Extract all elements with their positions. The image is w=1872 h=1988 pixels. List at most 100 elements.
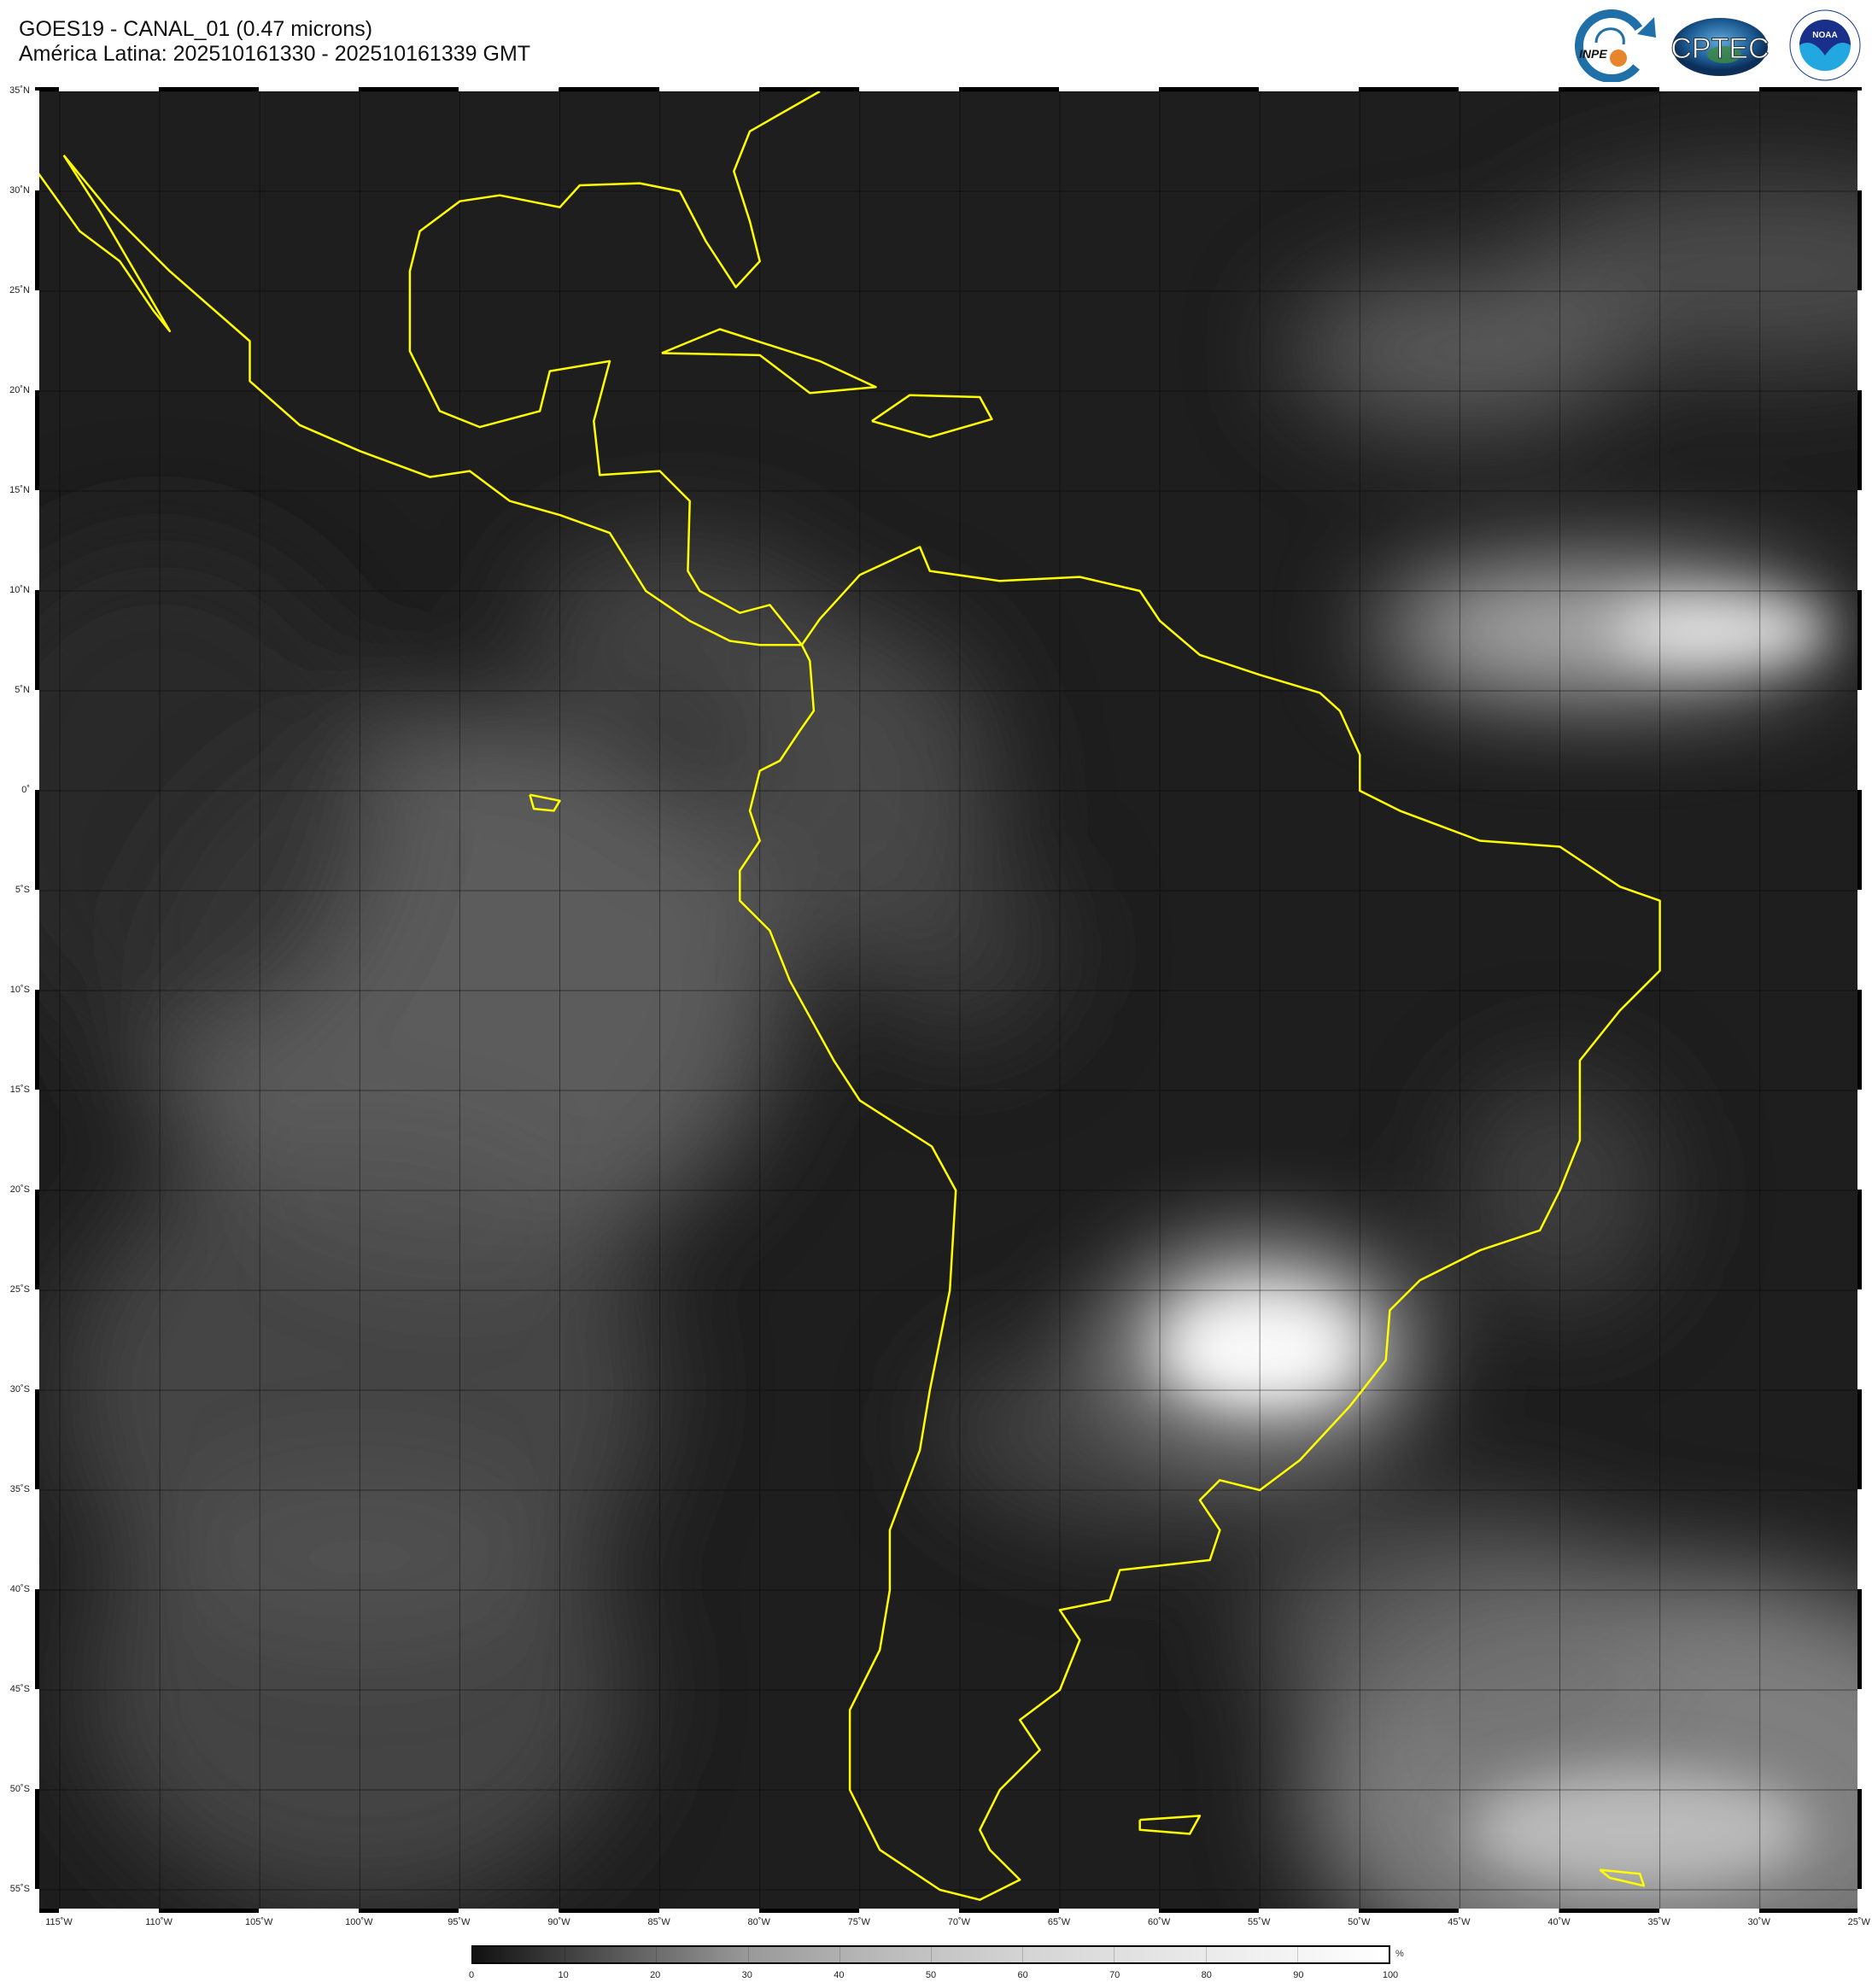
frame-tick-bar <box>1857 490 1862 590</box>
colorbar-label: 0 <box>468 1970 475 1980</box>
colorbar-tick <box>931 1947 932 1962</box>
frame-tick-bar <box>59 87 160 91</box>
frame-tick-bar <box>35 190 39 290</box>
south-georgia <box>1599 1868 1646 1887</box>
frame-tick-bar <box>35 1889 39 1913</box>
cptec-logo: CPTEC <box>1670 18 1770 76</box>
longitude-label: 25˚W <box>1847 1917 1870 1927</box>
latitude-label: 35˚N <box>9 85 30 96</box>
frame-tick-bar <box>1857 1289 1862 1389</box>
latitude-label: 5˚S <box>15 885 30 895</box>
frame-tick-bar <box>1857 990 1862 1090</box>
frame-tick-bar <box>758 1909 859 1913</box>
frame-tick-bar <box>35 1489 39 1589</box>
frame-tick-bar <box>35 590 39 690</box>
galapagos <box>529 793 561 812</box>
longitude-label: 70˚W <box>947 1917 971 1927</box>
longitude-label: 60˚W <box>1147 1917 1171 1927</box>
frame-tick-bar <box>1559 87 1659 91</box>
latitude-label: 40˚S <box>9 1584 30 1594</box>
frame-tick-bar <box>1857 1190 1862 1289</box>
frame-tick-bar <box>1857 890 1862 990</box>
frame-tick-bar <box>35 1909 59 1913</box>
frame-tick-bar <box>259 1909 360 1913</box>
bright-cloud <box>1469 1769 1811 1890</box>
frame-tick-bar <box>958 1909 1059 1913</box>
frame-tick-bar <box>159 1909 260 1913</box>
baja-california <box>36 155 172 333</box>
caribbean-coast <box>408 90 821 646</box>
frame-tick-bar <box>559 1909 659 1913</box>
longitude-label: 30˚W <box>1747 1917 1770 1927</box>
frame-tick-bar <box>658 87 759 91</box>
cloud-area <box>1289 274 1631 429</box>
colorbar-label: 80 <box>1201 1970 1212 1980</box>
frame-tick-bar <box>1857 1389 1862 1489</box>
frame-tick-bar <box>35 490 39 590</box>
hispaniola <box>871 394 993 439</box>
frame-tick-bar <box>758 87 859 91</box>
latitude-label: 20˚S <box>9 1184 30 1195</box>
image-subtitle: América Latina: 202510161330 - 202510161… <box>19 42 531 66</box>
colorbar-label: 20 <box>650 1970 661 1980</box>
frame-tick-bar <box>459 87 559 91</box>
frame-tick-bar <box>35 990 39 1090</box>
frame-tick-bar <box>958 87 1059 91</box>
frame-tick-bar <box>1658 87 1759 91</box>
frame-tick-bar <box>1259 1909 1360 1913</box>
frame-tick-bar <box>1857 790 1862 890</box>
frame-tick-bar <box>1758 1909 1859 1913</box>
latitude-label: 20˚N <box>9 385 30 395</box>
longitude-label: 80˚W <box>747 1917 770 1927</box>
colorbar-label: 60 <box>1017 1970 1028 1980</box>
colorbar-tick <box>656 1947 658 1962</box>
longitude-label: 55˚W <box>1248 1917 1271 1927</box>
latitude-label: 5˚N <box>15 685 30 695</box>
colorbar-tick <box>747 1947 749 1962</box>
frame-tick-bar <box>1259 87 1360 91</box>
frame-tick-bar <box>35 1389 39 1489</box>
frame-tick-bar <box>35 87 39 91</box>
frame-tick-bar <box>1857 1689 1862 1789</box>
frame-tick-bar <box>35 890 39 990</box>
latitude-label: 15˚S <box>9 1085 30 1095</box>
longitude-label: 90˚W <box>547 1917 570 1927</box>
frame-tick-bar <box>1857 91 1862 190</box>
cloud-area <box>1255 1510 1665 1750</box>
frame-tick-bar <box>459 1909 559 1913</box>
colorbar-label: 10 <box>558 1970 569 1980</box>
frame-tick-bar <box>1159 87 1260 91</box>
bright-cloud <box>1166 1299 1354 1402</box>
longitude-label: 105˚W <box>244 1917 273 1927</box>
frame-tick-bar <box>1359 1909 1460 1913</box>
frame-tick-bar <box>35 290 39 390</box>
frame-tick-bar <box>1857 290 1862 390</box>
longitude-label: 65˚W <box>1047 1917 1071 1927</box>
colorbar <box>471 1945 1390 1964</box>
noaa-logo-text: NOAA <box>1812 31 1837 40</box>
frame-tick-bar <box>35 1190 39 1289</box>
noaa-logo: NOAA <box>1789 9 1861 81</box>
frame-tick-bar <box>59 1909 160 1913</box>
frame-tick-bar <box>35 1090 39 1190</box>
latitude-label: 30˚S <box>9 1384 30 1395</box>
cloud-area <box>36 535 383 1047</box>
colorbar-label: 30 <box>741 1970 752 1980</box>
colorbar-tick <box>1296 1947 1298 1962</box>
cloud-area <box>526 536 834 725</box>
cloud-area <box>1378 570 1822 691</box>
frame-tick-bar <box>658 1909 759 1913</box>
frame-tick-bar <box>359 1909 459 1913</box>
frame-tick-bar <box>35 690 39 790</box>
longitude-label: 75˚W <box>847 1917 870 1927</box>
frame-tick-bar <box>1857 1589 1862 1689</box>
frame-tick-bar <box>35 1589 39 1689</box>
frame-tick-bar <box>1857 690 1862 790</box>
frame-tick-bar <box>1758 87 1859 91</box>
longitude-label: 95˚W <box>448 1917 471 1927</box>
colorbar-unit: % <box>1395 1949 1404 1959</box>
longitude-label: 45˚W <box>1448 1917 1471 1927</box>
colorbar-tick <box>1205 1947 1207 1962</box>
satellite-image <box>35 87 1862 1913</box>
cloud-area <box>86 1468 634 1912</box>
